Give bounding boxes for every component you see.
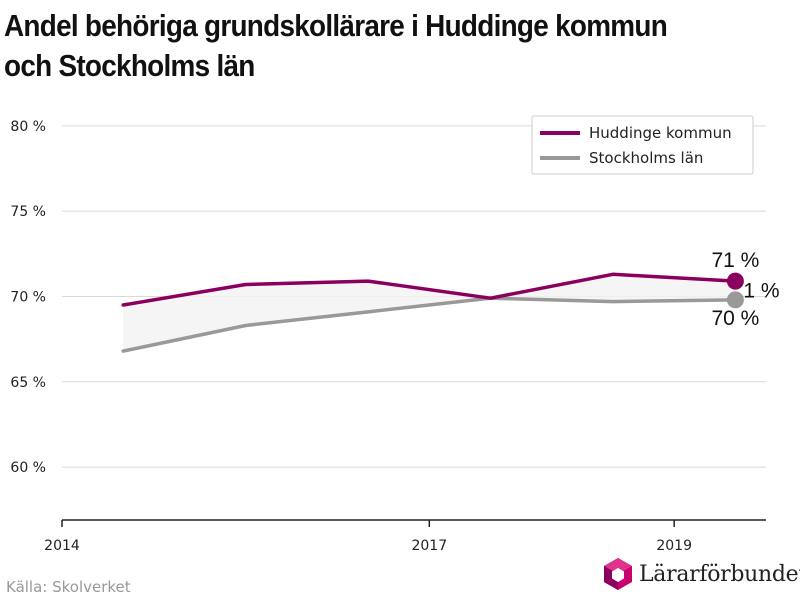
fill-between-series <box>123 274 736 352</box>
end-labels: 71 % 1 % 70 % <box>711 249 779 330</box>
hexagon-logo-icon <box>604 558 632 590</box>
brand-logo: Lärarförbundet <box>603 556 800 592</box>
source-note: Källa: Skolverket <box>6 578 131 596</box>
brand-name: Lärarförbundet <box>639 561 800 587</box>
end-label-middle: 1 % <box>743 279 779 302</box>
end-point-huddinge-kommun <box>726 272 744 290</box>
series-line-stockholms-lan <box>121 296 738 353</box>
legend: Huddinge kommun Stockholms län <box>531 115 754 175</box>
legend-box <box>531 115 754 175</box>
chart-title-line-1: Andel behöriga grundskollärare i Hudding… <box>4 8 668 43</box>
y-tick-label-75: 75 % <box>10 204 46 220</box>
x-tick-label-2019: 2019 <box>656 538 692 554</box>
series-line-huddinge-kommun <box>121 272 738 307</box>
end-point-stockholms-lan <box>726 291 744 309</box>
y-axis-tick-labels: 60 % 65 % 70 % 75 % 80 % <box>10 119 46 476</box>
y-tick-label-65: 65 % <box>10 375 46 391</box>
end-label-upper: 71 % <box>711 249 759 272</box>
y-tick-label-80: 80 % <box>10 119 46 135</box>
legend-label-0: Huddinge kommun <box>589 124 732 142</box>
series-lines <box>121 272 738 353</box>
chart-title-line-2: och Stockholms län <box>4 48 255 83</box>
y-tick-label-60: 60 % <box>10 460 46 476</box>
end-points <box>726 272 744 309</box>
x-axis: 2014 2017 2019 <box>44 519 766 554</box>
x-tick-label-2014: 2014 <box>44 538 80 554</box>
chart-title: Andel behöriga grundskollärare i Hudding… <box>4 6 715 86</box>
legend-label-1: Stockholms län <box>589 149 703 167</box>
difference-area <box>123 274 736 352</box>
end-label-lower: 70 % <box>711 307 759 330</box>
x-tick-label-2017: 2017 <box>411 538 447 554</box>
y-tick-label-70: 70 % <box>10 289 46 305</box>
